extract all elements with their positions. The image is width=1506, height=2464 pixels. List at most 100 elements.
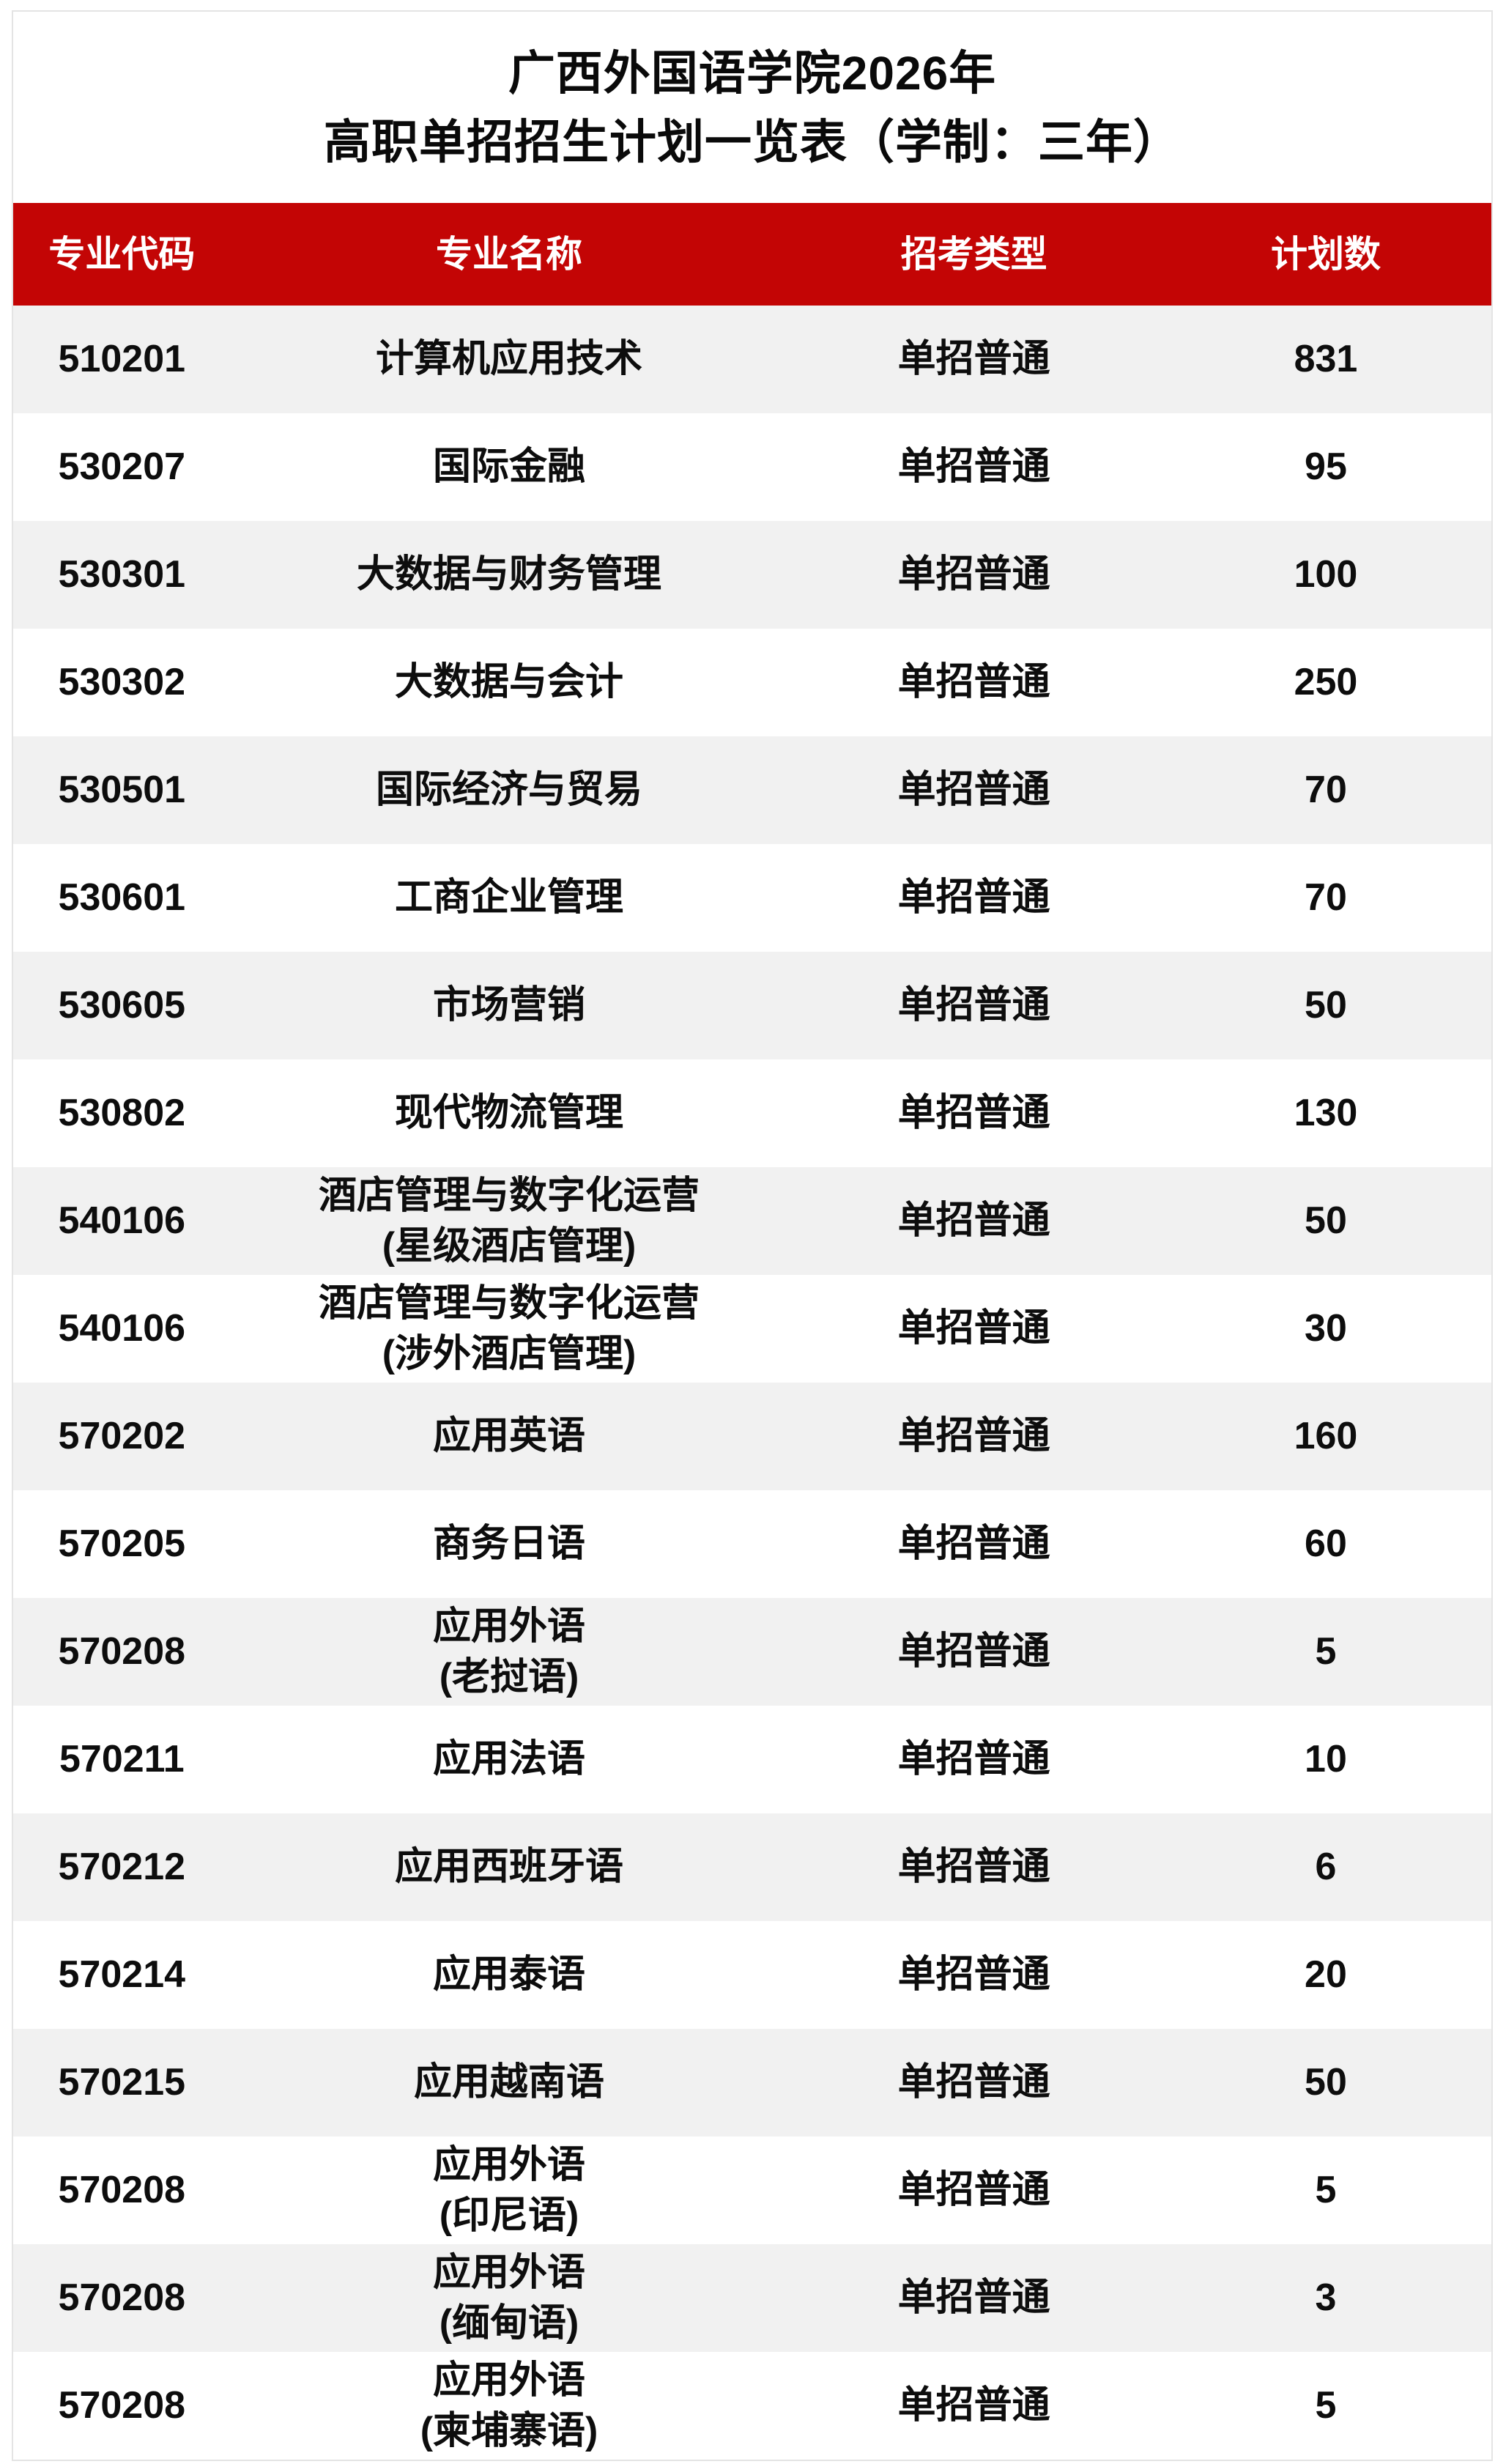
cell-major-code: 540106 (58, 1307, 186, 1350)
cell-major-name: 酒店管理与数字化运营 (涉外酒店管理) (319, 1281, 700, 1375)
cell-admission-type: 单招普通 (897, 2169, 1050, 2211)
cell-major-code: 530207 (58, 445, 186, 488)
cell-admission-type: 单招普通 (897, 2061, 1050, 2104)
cell-plan-count: 50 (1305, 2061, 1347, 2104)
header-cell-plan-count: 计划数 (1270, 233, 1381, 275)
table-row: 530601 工商企业管理 单招普通 70 (13, 844, 1491, 952)
cell-major-name: 应用外语 (柬埔寨语) (420, 2358, 598, 2452)
cell-plan-count: 100 (1294, 553, 1358, 596)
cell-admission-type: 单招普通 (897, 1738, 1050, 1780)
cell-admission-type: 单招普通 (897, 445, 1050, 488)
cell-major-code: 540106 (58, 1199, 186, 1242)
cell-major-name: 商务日语 (433, 1523, 586, 1565)
cell-admission-type: 单招普通 (897, 553, 1050, 596)
cell-plan-count: 831 (1294, 338, 1358, 380)
table-row: 570205 商务日语 单招普通 60 (13, 1490, 1491, 1598)
cell-plan-count: 70 (1305, 769, 1347, 811)
table-row: 570214 应用泰语 单招普通 20 (13, 1921, 1491, 2029)
table-row: 530207 国际金融 单招普通 95 (13, 413, 1491, 521)
cell-admission-type: 单招普通 (897, 1846, 1050, 1888)
cell-plan-count: 20 (1305, 1953, 1347, 1996)
cell-major-code: 570215 (58, 2061, 186, 2104)
cell-plan-count: 250 (1294, 661, 1358, 703)
header-cell-admission-type: 招考类型 (900, 233, 1047, 275)
cell-major-name: 应用西班牙语 (395, 1846, 624, 1888)
cell-plan-count: 70 (1305, 876, 1347, 919)
table-row: 570211 应用法语 单招普通 10 (13, 1706, 1491, 1813)
cell-plan-count: 5 (1315, 2384, 1337, 2427)
cell-major-name: 工商企业管理 (395, 876, 624, 919)
cell-plan-count: 95 (1305, 445, 1347, 488)
cell-major-code: 510201 (58, 338, 186, 380)
cell-major-code: 570214 (58, 1953, 186, 1996)
table-header-row: 专业代码 专业名称 招考类型 计划数 (13, 203, 1491, 306)
cell-major-name: 国际经济与贸易 (376, 769, 643, 811)
title-line-1: 广西外国语学院2026年 (508, 46, 997, 100)
header-cell-major-name: 专业名称 (436, 233, 583, 275)
cell-admission-type: 单招普通 (897, 769, 1050, 811)
enrollment-plan-card: 广西外国语学院2026年 高职单招招生计划一览表（学制：三年） 专业代码 专业名… (12, 10, 1493, 2461)
table-row: 570208 应用外语 (老挝语) 单招普通 5 (13, 1598, 1491, 1706)
table-row: 540106 酒店管理与数字化运营 (涉外酒店管理) 单招普通 30 (13, 1275, 1491, 1383)
cell-major-name: 市场营销 (433, 984, 586, 1026)
cell-major-code: 570205 (58, 1523, 186, 1565)
table-row: 510201 计算机应用技术 单招普通 831 (13, 306, 1491, 413)
cell-major-name: 应用英语 (433, 1415, 586, 1457)
cell-plan-count: 60 (1305, 1523, 1347, 1565)
cell-major-code: 570211 (59, 1738, 185, 1780)
cell-major-name: 酒店管理与数字化运营 (星级酒店管理) (319, 1174, 700, 1268)
table-row: 570208 应用外语 (缅甸语) 单招普通 3 (13, 2244, 1491, 2352)
table-row: 530605 市场营销 单招普通 50 (13, 952, 1491, 1059)
table-row: 570212 应用西班牙语 单招普通 6 (13, 1813, 1491, 1921)
table-row: 570208 应用外语 (柬埔寨语) 单招普通 5 (13, 2352, 1491, 2460)
table-body: 510201 计算机应用技术 单招普通 831 530207 国际金融 单招普通 95 5303… (13, 306, 1491, 2460)
cell-major-code: 530601 (58, 876, 186, 919)
cell-major-name: 大数据与财务管理 (357, 553, 662, 596)
cell-admission-type: 单招普通 (897, 876, 1050, 919)
table-row: 530301 大数据与财务管理 单招普通 100 (13, 521, 1491, 629)
cell-major-name: 应用外语 (老挝语) (433, 1605, 586, 1698)
cell-major-code: 530301 (58, 553, 186, 596)
cell-plan-count: 5 (1315, 1630, 1337, 1673)
table-row: 570208 应用外语 (印尼语) 单招普通 5 (13, 2136, 1491, 2244)
cell-admission-type: 单招普通 (897, 2384, 1050, 2427)
table-row: 530501 国际经济与贸易 单招普通 70 (13, 736, 1491, 844)
cell-major-name: 应用法语 (433, 1738, 586, 1780)
table-row: 530802 现代物流管理 单招普通 130 (13, 1059, 1491, 1167)
cell-major-code: 530501 (58, 769, 186, 811)
table-row: 540106 酒店管理与数字化运营 (星级酒店管理) 单招普通 50 (13, 1167, 1491, 1275)
table-row: 570215 应用越南语 单招普通 50 (13, 2029, 1491, 2136)
cell-major-name: 应用外语 (缅甸语) (433, 2251, 586, 2345)
cell-plan-count: 10 (1305, 1738, 1347, 1780)
title-line-2: 高职单招招生计划一览表（学制：三年） (324, 115, 1181, 169)
page-title: 广西外国语学院2026年 高职单招招生计划一览表（学制：三年） (13, 12, 1491, 203)
cell-plan-count: 30 (1305, 1307, 1347, 1350)
cell-major-code: 570208 (58, 2384, 186, 2427)
cell-major-code: 570202 (58, 1415, 186, 1457)
cell-major-code: 570208 (58, 1630, 186, 1673)
cell-major-name: 应用外语 (印尼语) (433, 2143, 586, 2237)
cell-major-code: 570208 (58, 2276, 186, 2319)
cell-major-code: 530302 (58, 661, 186, 703)
cell-admission-type: 单招普通 (897, 2276, 1050, 2319)
cell-admission-type: 单招普通 (897, 661, 1050, 703)
cell-major-code: 570208 (58, 2169, 186, 2211)
cell-admission-type: 单招普通 (897, 338, 1050, 380)
cell-plan-count: 50 (1305, 984, 1347, 1026)
cell-major-name: 计算机应用技术 (376, 338, 643, 380)
cell-major-name: 现代物流管理 (395, 1092, 624, 1134)
cell-admission-type: 单招普通 (897, 1953, 1050, 1996)
table-row: 530302 大数据与会计 单招普通 250 (13, 629, 1491, 736)
cell-major-name: 应用越南语 (414, 2061, 605, 2104)
cell-plan-count: 6 (1315, 1846, 1337, 1888)
cell-admission-type: 单招普通 (897, 1630, 1050, 1673)
cell-plan-count: 5 (1315, 2169, 1337, 2211)
header-cell-major-code: 专业代码 (48, 233, 196, 275)
cell-major-code: 530802 (58, 1092, 186, 1134)
cell-admission-type: 单招普通 (897, 1523, 1050, 1565)
cell-major-code: 530605 (58, 984, 186, 1026)
cell-major-name: 应用泰语 (433, 1953, 586, 1996)
cell-plan-count: 130 (1294, 1092, 1358, 1134)
cell-admission-type: 单招普通 (897, 1415, 1050, 1457)
cell-admission-type: 单招普通 (897, 1199, 1050, 1242)
